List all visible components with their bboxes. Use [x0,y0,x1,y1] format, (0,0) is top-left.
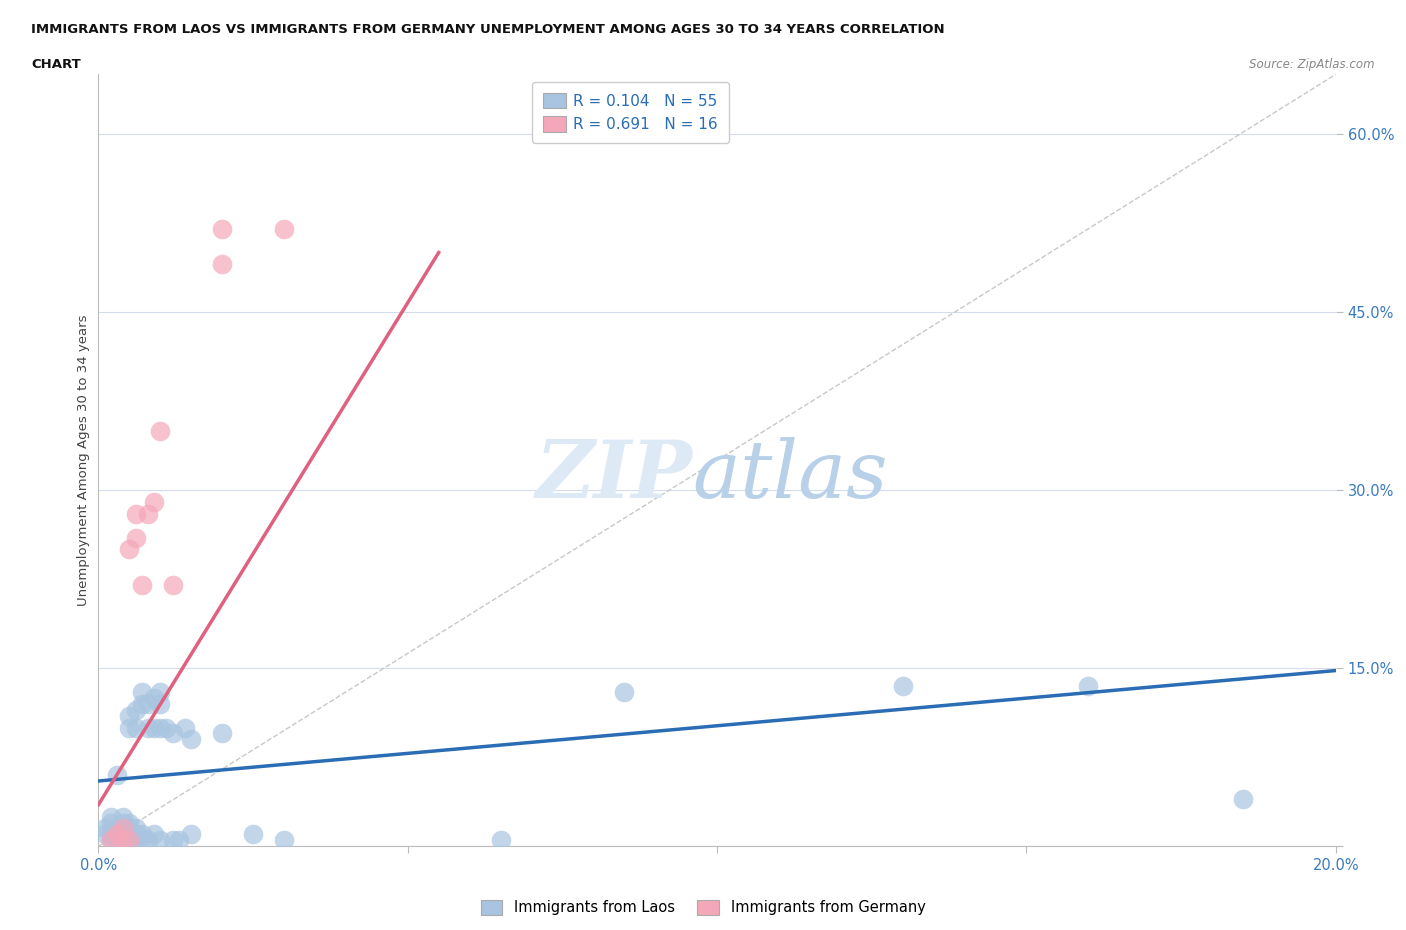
Point [124,821,146,836]
Point [124,827,146,842]
Point [162,726,184,741]
Point [124,530,146,545]
Point [131,833,153,848]
Point [112,827,135,842]
Point [131,684,153,699]
Point [211,257,233,272]
Point [613,684,636,699]
Point [136,506,159,521]
Text: Source: ZipAtlas.com: Source: ZipAtlas.com [1250,58,1375,71]
Point [162,578,184,592]
Point [105,833,128,848]
Legend: R = 0.104   N = 55, R = 0.691   N = 16: R = 0.104 N = 55, R = 0.691 N = 16 [531,82,728,143]
Point [211,726,233,741]
Point [162,833,184,848]
Point [143,827,166,842]
Point [105,767,128,782]
Point [891,679,914,694]
Point [118,821,141,836]
Point [155,720,177,735]
Point [105,827,128,842]
Point [149,423,172,438]
Point [143,720,166,735]
Point [131,697,153,711]
Point [124,506,146,521]
Point [118,720,141,735]
Point [489,833,512,848]
Point [143,690,166,705]
Point [143,495,166,510]
Point [93,821,115,836]
Point [149,833,172,848]
Point [118,542,141,557]
Point [100,827,122,842]
Text: CHART: CHART [31,58,80,71]
Point [112,833,135,848]
Point [149,697,172,711]
Point [124,720,146,735]
Y-axis label: Unemployment Among Ages 30 to 34 years: Unemployment Among Ages 30 to 34 years [77,314,90,606]
Point [167,833,190,848]
Point [1232,791,1254,806]
Point [100,809,122,824]
Point [112,821,135,836]
Point [118,709,141,724]
Point [273,221,295,236]
Point [211,221,233,236]
Point [112,833,135,848]
Point [93,827,115,842]
Point [180,827,202,842]
Point [124,833,146,848]
Point [105,821,128,836]
Text: atlas: atlas [692,437,887,514]
Point [118,833,141,848]
Point [118,833,141,848]
Point [273,833,295,848]
Point [1077,679,1099,694]
Point [174,720,197,735]
Point [118,827,141,842]
Point [149,720,172,735]
Point [149,684,172,699]
Point [105,827,128,842]
Point [124,702,146,717]
Point [136,833,159,848]
Point [136,720,159,735]
Point [131,827,153,842]
Point [118,815,141,830]
Point [112,815,135,830]
Point [112,809,135,824]
Text: IMMIGRANTS FROM LAOS VS IMMIGRANTS FROM GERMANY UNEMPLOYMENT AMONG AGES 30 TO 34: IMMIGRANTS FROM LAOS VS IMMIGRANTS FROM … [31,23,945,36]
Legend: Immigrants from Laos, Immigrants from Germany: Immigrants from Laos, Immigrants from Ge… [474,893,932,923]
Point [100,815,122,830]
Point [131,578,153,592]
Text: ZIP: ZIP [536,437,692,514]
Point [112,821,135,836]
Point [136,697,159,711]
Point [100,833,122,848]
Point [100,833,122,848]
Point [242,827,264,842]
Point [180,732,202,747]
